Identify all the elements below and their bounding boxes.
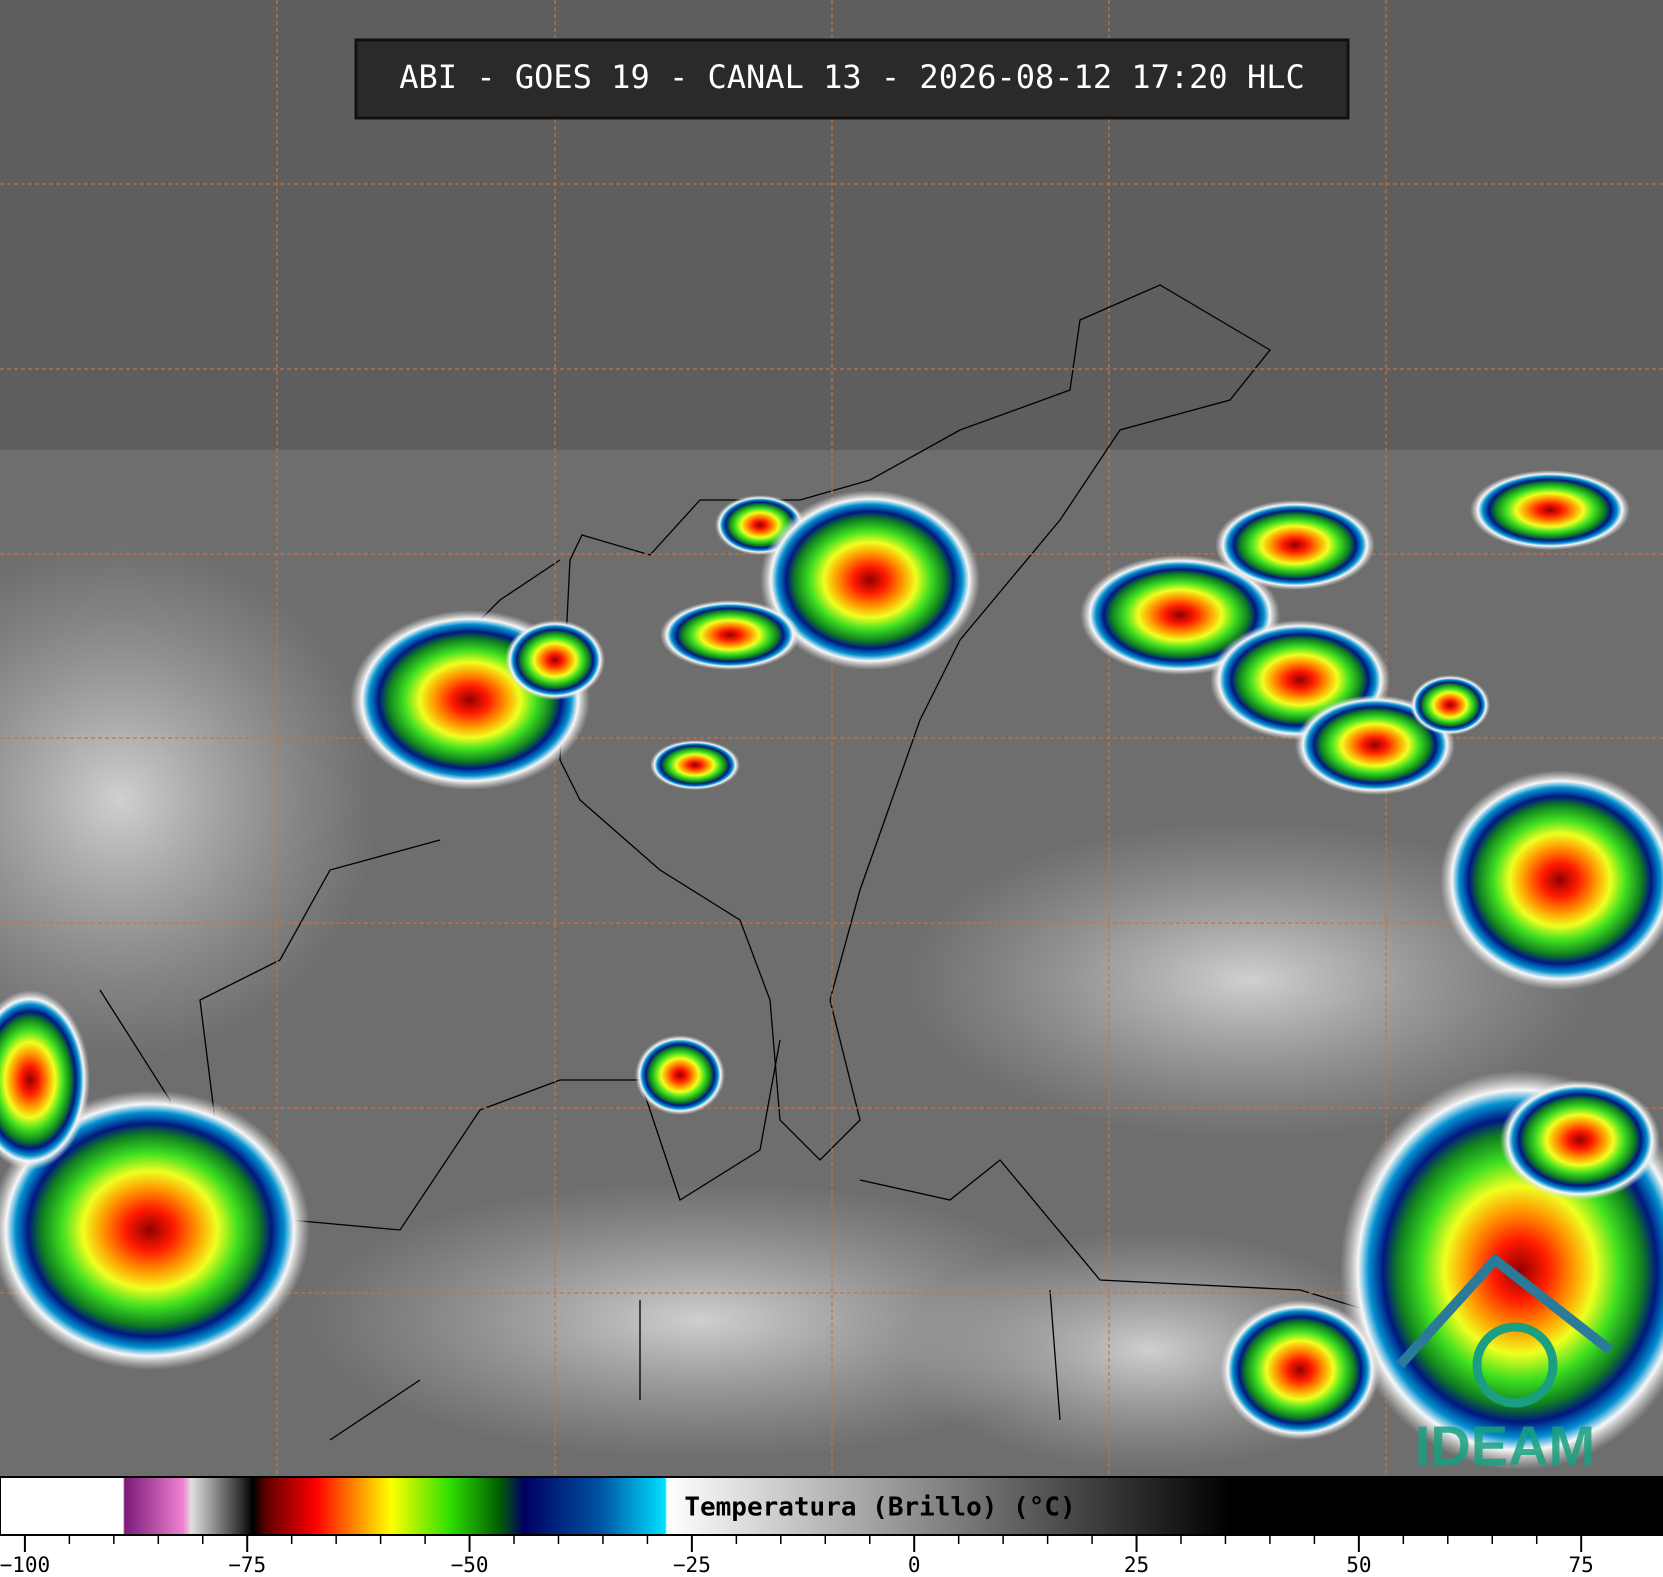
logo-roof	[1396, 1253, 1614, 1369]
map: IDEAM	[0, 0, 1663, 1477]
coastline	[559, 284, 1271, 1161]
tick-label: 25	[1124, 1553, 1149, 1577]
title-box	[354, 38, 1350, 120]
tick-label: −75	[228, 1553, 266, 1577]
storm-cell	[1215, 500, 1375, 590]
storm-cell	[1470, 470, 1630, 550]
tick-label: −100	[0, 1553, 50, 1577]
tick-label: −25	[673, 1553, 711, 1577]
storm-cell	[660, 600, 800, 670]
storm-cell	[1500, 1080, 1660, 1200]
logo-text: IDEAM	[1415, 1414, 1595, 1477]
storm-cell	[0, 990, 90, 1170]
storm-cell	[635, 1035, 725, 1115]
colorbar: Temperatura (Brillo) (°C) −100 −75 −50 −25 0…	[0, 1476, 1663, 1577]
storm-cell	[1440, 770, 1663, 990]
storms	[0, 470, 1663, 1470]
storm-cell	[505, 620, 605, 700]
cloud	[900, 820, 1600, 1140]
cloud	[0, 540, 380, 1060]
storm-cell	[0, 1090, 310, 1370]
tick-label: 50	[1346, 1553, 1371, 1577]
cloud	[300, 1180, 1100, 1460]
colorbar-gradient	[0, 1476, 1663, 1536]
storm-cell	[1220, 1300, 1380, 1440]
tick-label: 0	[908, 1553, 921, 1577]
storm-cell	[650, 740, 740, 790]
tick-label: −50	[451, 1553, 489, 1577]
storm-cell	[1295, 695, 1455, 795]
colorbar-label: Temperatura (Brillo) (°C)	[684, 1493, 1075, 1523]
storm-cell	[760, 490, 980, 670]
storm-cell	[1410, 675, 1490, 735]
logo-swirl	[1472, 1322, 1558, 1408]
title: ABI - GOES 19 - CANAL 13 - 2026-08-12 17…	[399, 58, 1304, 96]
tick-label: 75	[1569, 1553, 1594, 1577]
